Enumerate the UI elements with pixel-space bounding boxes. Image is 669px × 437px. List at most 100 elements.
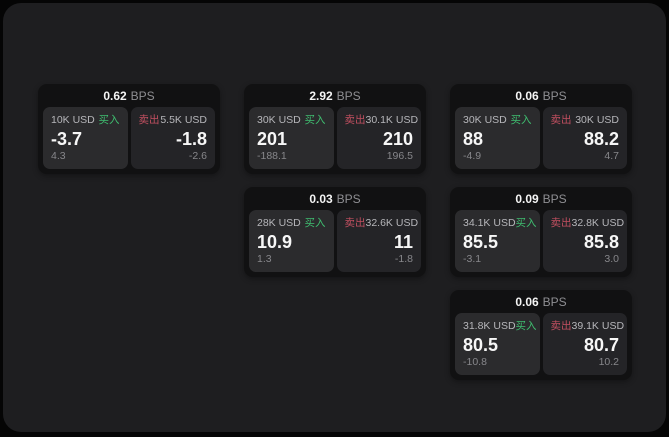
buy-quote-tile[interactable]: 30K USD 买入 201 -188.1 [249,107,334,169]
sell-side-label: 卖出 [550,320,572,332]
sell-amount: 30.1K USD [365,114,419,126]
buy-amount: 10K USD [51,114,95,126]
sell-side-label: 卖出 [138,114,160,126]
buy-price: -3.7 [51,129,83,149]
buy-tile-top-row: 31.8K USD 买入 [463,320,537,333]
buy-amount: 31.8K USD [463,320,516,332]
sell-price: 210 [382,129,413,149]
sell-side-label: 卖出 [550,217,572,229]
card-header: 2.92 BPS [249,84,421,107]
spread-bps-value: 0.06 [515,294,539,309]
bps-unit-label: BPS [130,88,155,103]
buy-tile-top-row: 30K USD 买入 [463,114,532,127]
quote-card: 0.62 BPS 10K USD 买入 -3.7 4.3 卖出 5.5K USD… [38,84,220,174]
quote-card: 0.03 BPS 28K USD 买入 10.9 1.3 卖出 32.6K US… [244,187,426,277]
sell-side-label: 卖出 [344,114,366,126]
spread-bps-value: 0.06 [515,88,539,103]
spread-bps-value: 2.92 [309,88,333,103]
quote-card: 2.92 BPS 30K USD 买入 201 -188.1 卖出 30.1K … [244,84,426,174]
sell-amount: 32.8K USD [571,217,625,229]
spread-bps-value: 0.62 [103,88,127,103]
sell-amount: 39.1K USD [571,320,625,332]
sell-tile-top-row: 卖出 30.1K USD [344,114,419,127]
buy-price: 80.5 [463,335,499,355]
buy-quote-tile[interactable]: 30K USD 买入 88 -4.9 [455,107,540,169]
bps-unit-label: BPS [336,191,361,206]
sell-tile-top-row: 卖出 32.8K USD [550,217,625,230]
sell-amount: 30K USD [575,114,619,126]
card-header: 0.03 BPS [249,187,421,210]
bps-unit-label: BPS [542,191,567,206]
card-body: 10K USD 买入 -3.7 4.3 卖出 5.5K USD -1.8 -2.… [43,107,215,169]
sell-tile-top-row: 卖出 39.1K USD [550,320,625,333]
sell-amount: 32.6K USD [365,217,419,229]
sell-quote-tile[interactable]: 卖出 32.8K USD 85.8 3.0 [542,210,627,272]
card-header: 0.09 BPS [455,187,627,210]
card-body: 30K USD 买入 88 -4.9 卖出 30K USD 88.2 4.7 [455,107,627,169]
buy-price: 201 [257,129,288,149]
buy-sub-value: 1.3 [257,253,272,265]
buy-quote-tile[interactable]: 10K USD 买入 -3.7 4.3 [43,107,128,169]
spread-bps-value: 0.03 [309,191,333,206]
quotes-panel: 0.62 BPS 10K USD 买入 -3.7 4.3 卖出 5.5K USD… [3,3,666,432]
quote-card: 0.06 BPS 30K USD 买入 88 -4.9 卖出 30K USD 8… [450,84,632,174]
card-header: 0.06 BPS [455,290,627,313]
buy-side-label: 买入 [304,114,326,126]
buy-quote-tile[interactable]: 28K USD 买入 10.9 1.3 [249,210,334,272]
buy-quote-tile[interactable]: 34.1K USD 买入 85.5 -3.1 [455,210,540,272]
sell-price: -1.8 [175,129,207,149]
sell-sub-value: 3.0 [604,253,619,265]
sell-sub-value: 196.5 [386,150,413,162]
buy-tile-top-row: 34.1K USD 买入 [463,217,537,230]
spread-bps-value: 0.09 [515,191,539,206]
buy-sub-value: -10.8 [463,356,487,368]
card-body: 30K USD 买入 201 -188.1 卖出 30.1K USD 210 1… [249,107,421,169]
buy-amount: 28K USD [257,217,301,229]
card-header: 0.62 BPS [43,84,215,107]
buy-sub-value: -188.1 [257,150,287,162]
quote-card: 0.06 BPS 31.8K USD 买入 80.5 -10.8 卖出 39.1… [450,290,632,380]
buy-sub-value: -4.9 [463,150,482,162]
sell-sub-value: -1.8 [394,253,413,265]
sell-quote-tile[interactable]: 卖出 30.1K USD 210 196.5 [336,107,421,169]
sell-sub-value: -2.6 [188,150,207,162]
sell-tile-top-row: 卖出 32.6K USD [344,217,419,230]
sell-quote-tile[interactable]: 卖出 39.1K USD 80.7 10.2 [542,313,627,375]
buy-amount: 30K USD [257,114,301,126]
buy-side-label: 买入 [515,217,537,229]
buy-sub-value: 4.3 [51,150,66,162]
buy-amount: 34.1K USD [463,217,516,229]
sell-price: 85.8 [583,232,619,252]
bps-unit-label: BPS [336,88,361,103]
sell-quote-tile[interactable]: 卖出 32.6K USD 11 -1.8 [336,210,421,272]
sell-sub-value: 4.7 [604,150,619,162]
sell-side-label: 卖出 [550,114,572,126]
card-body: 31.8K USD 买入 80.5 -10.8 卖出 39.1K USD 80.… [455,313,627,375]
buy-sub-value: -3.1 [463,253,482,265]
buy-tile-top-row: 30K USD 买入 [257,114,326,127]
buy-price: 10.9 [257,232,293,252]
buy-quote-tile[interactable]: 31.8K USD 买入 80.5 -10.8 [455,313,540,375]
buy-amount: 30K USD [463,114,507,126]
buy-side-label: 买入 [515,320,537,332]
sell-quote-tile[interactable]: 卖出 30K USD 88.2 4.7 [542,107,627,169]
sell-price: 88.2 [583,129,619,149]
buy-side-label: 买入 [510,114,532,126]
sell-side-label: 卖出 [344,217,366,229]
sell-amount: 5.5K USD [160,114,207,126]
sell-price: 80.7 [583,335,619,355]
sell-tile-top-row: 卖出 30K USD [551,114,620,127]
buy-tile-top-row: 10K USD 买入 [51,114,120,127]
card-body: 28K USD 买入 10.9 1.3 卖出 32.6K USD 11 -1.8 [249,210,421,272]
bps-unit-label: BPS [542,294,567,309]
card-body: 34.1K USD 买入 85.5 -3.1 卖出 32.8K USD 85.8… [455,210,627,272]
cards-grid: 0.62 BPS 10K USD 买入 -3.7 4.3 卖出 5.5K USD… [38,84,632,380]
bps-unit-label: BPS [542,88,567,103]
sell-price: 11 [393,232,413,252]
sell-sub-value: 10.2 [598,356,619,368]
sell-quote-tile[interactable]: 卖出 5.5K USD -1.8 -2.6 [130,107,215,169]
buy-side-label: 买入 [304,217,326,229]
sell-tile-top-row: 卖出 5.5K USD [139,114,208,127]
buy-side-label: 买入 [98,114,120,126]
